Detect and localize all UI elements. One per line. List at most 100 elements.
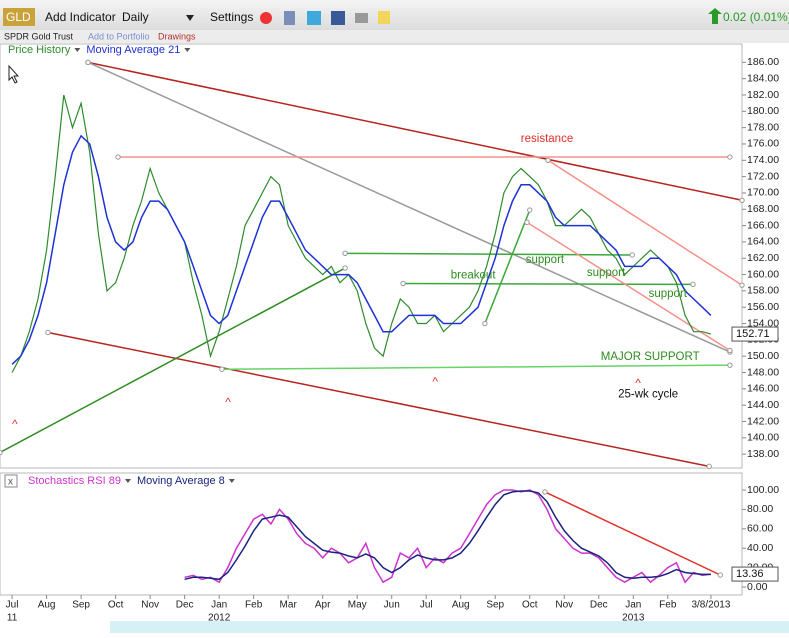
x-tick-label: Jan <box>211 600 227 611</box>
trendline <box>345 252 633 256</box>
trendline-handle <box>527 207 533 213</box>
y-tick-label: 80.00 <box>747 503 773 515</box>
trendline-handle <box>727 347 733 354</box>
last-value: 13.36 <box>736 568 764 580</box>
y-tick-label: 182.00 <box>747 89 779 101</box>
period[interactable]: Daily <box>122 10 149 24</box>
cursor <box>8 64 20 84</box>
x-tick-label: May <box>348 600 367 611</box>
annotation: ^ <box>225 395 231 409</box>
up-arrow <box>708 8 722 24</box>
trendline-handle <box>706 463 712 470</box>
y-tick-label: 168.00 <box>747 203 779 215</box>
y-tick-label: 162.00 <box>747 252 779 264</box>
y-tick-label: 156.00 <box>747 301 779 313</box>
x-tick-label: Dec <box>176 600 194 611</box>
drawings[interactable]: Drawings <box>158 31 196 41</box>
y-tick-label: 100.00 <box>747 484 779 496</box>
y-tick-label: 158.00 <box>747 285 779 297</box>
scroll-strip[interactable] <box>110 621 789 633</box>
series-line <box>11 94 712 373</box>
trendline <box>0 267 346 454</box>
add-to-portfolio[interactable]: Add to Portfolio <box>88 31 150 41</box>
y-tick-label: 142.00 <box>747 415 779 427</box>
x-tick-label: Nov <box>555 600 573 611</box>
trendline-handle <box>45 329 51 336</box>
symbol-box[interactable] <box>3 8 35 26</box>
trendline <box>484 209 531 324</box>
trendline-handle <box>629 252 635 258</box>
annotation: ^ <box>432 374 438 388</box>
y-tick-label: 184.00 <box>747 72 779 84</box>
x-tick-label: Oct <box>522 600 538 611</box>
x-year-label: 2013 <box>622 613 645 624</box>
y-tick-label: 60.00 <box>747 523 773 535</box>
legend-entry: Price History <box>8 44 71 56</box>
close-box[interactable] <box>4 474 18 488</box>
x-tick-label: Apr <box>315 600 331 611</box>
annotation: ^ <box>12 417 18 431</box>
legend-entry: Moving Average 8 <box>137 475 225 487</box>
add-indicator[interactable]: Add Indicator <box>45 10 116 24</box>
x-year-label: 11 <box>7 613 18 624</box>
annotation: 25-wk cycle <box>618 389 678 401</box>
legend-entry: Moving Average 21 <box>86 44 180 56</box>
y-tick-label: 172.00 <box>747 170 779 182</box>
twitter-icon[interactable] <box>307 11 321 25</box>
trendline <box>547 159 743 286</box>
trendline <box>87 61 731 353</box>
x-tick-label: Jun <box>384 600 400 611</box>
trendline-handle <box>717 572 723 578</box>
x-tick-label: Aug <box>38 600 56 611</box>
last-value-box <box>731 326 779 342</box>
y-tick-label: 166.00 <box>747 219 779 231</box>
trendline-handle <box>524 219 530 226</box>
annotation: resistance <box>521 133 573 145</box>
alarm-icon[interactable] <box>260 12 272 24</box>
x-year-label: 2012 <box>208 613 231 624</box>
annotation: MAJOR SUPPORT <box>601 351 700 363</box>
y-tick-label: 186.00 <box>747 56 779 68</box>
x-tick-label: Jul <box>420 600 433 611</box>
annotation: support <box>587 267 626 279</box>
settings[interactable]: Settings <box>210 10 253 24</box>
close-icon[interactable]: x <box>8 477 13 488</box>
doc-icon[interactable] <box>284 11 295 25</box>
trendline-handle <box>400 280 406 287</box>
trendline <box>47 331 710 468</box>
legend-entry: Stochastics RSI 89 <box>28 475 121 487</box>
y-tick-label: 140.00 <box>747 432 779 444</box>
facebook-icon[interactable] <box>331 11 345 25</box>
series-line <box>184 489 712 584</box>
legend-arrow <box>74 48 81 52</box>
print-icon[interactable] <box>355 13 368 23</box>
x-tick-label: Feb <box>245 600 263 611</box>
price-panel <box>0 43 743 469</box>
dropdown-arrow[interactable] <box>186 15 194 21</box>
x-tick-label: Jul <box>6 600 19 611</box>
price-change: 0.02 (0.01%) <box>723 10 789 24</box>
trendline-handle <box>342 250 348 257</box>
last-value-box <box>731 566 779 582</box>
indicator-panel <box>0 472 743 596</box>
trendline-handle <box>690 281 696 288</box>
trendline <box>526 221 731 352</box>
x-tick-label: 3/8/2013 <box>691 600 730 611</box>
note-icon[interactable] <box>378 11 390 24</box>
y-tick-label: 170.00 <box>747 187 779 199</box>
y-tick-label: 138.00 <box>747 448 779 460</box>
trendline-handle <box>739 197 745 203</box>
y-tick-label: 0.00 <box>747 581 768 593</box>
y-tick-label: 160.00 <box>747 268 779 280</box>
x-tick-label: Aug <box>452 600 470 611</box>
annotation: support <box>649 288 688 300</box>
toolbar <box>0 0 789 30</box>
trendline <box>544 491 721 576</box>
y-tick-label: 164.00 <box>747 236 779 248</box>
symbol[interactable]: GLD <box>6 10 31 24</box>
y-tick-label: 144.00 <box>747 399 779 411</box>
trendline-handle <box>545 157 551 163</box>
x-tick-label: Mar <box>280 600 298 611</box>
trendline-handle <box>115 154 121 160</box>
